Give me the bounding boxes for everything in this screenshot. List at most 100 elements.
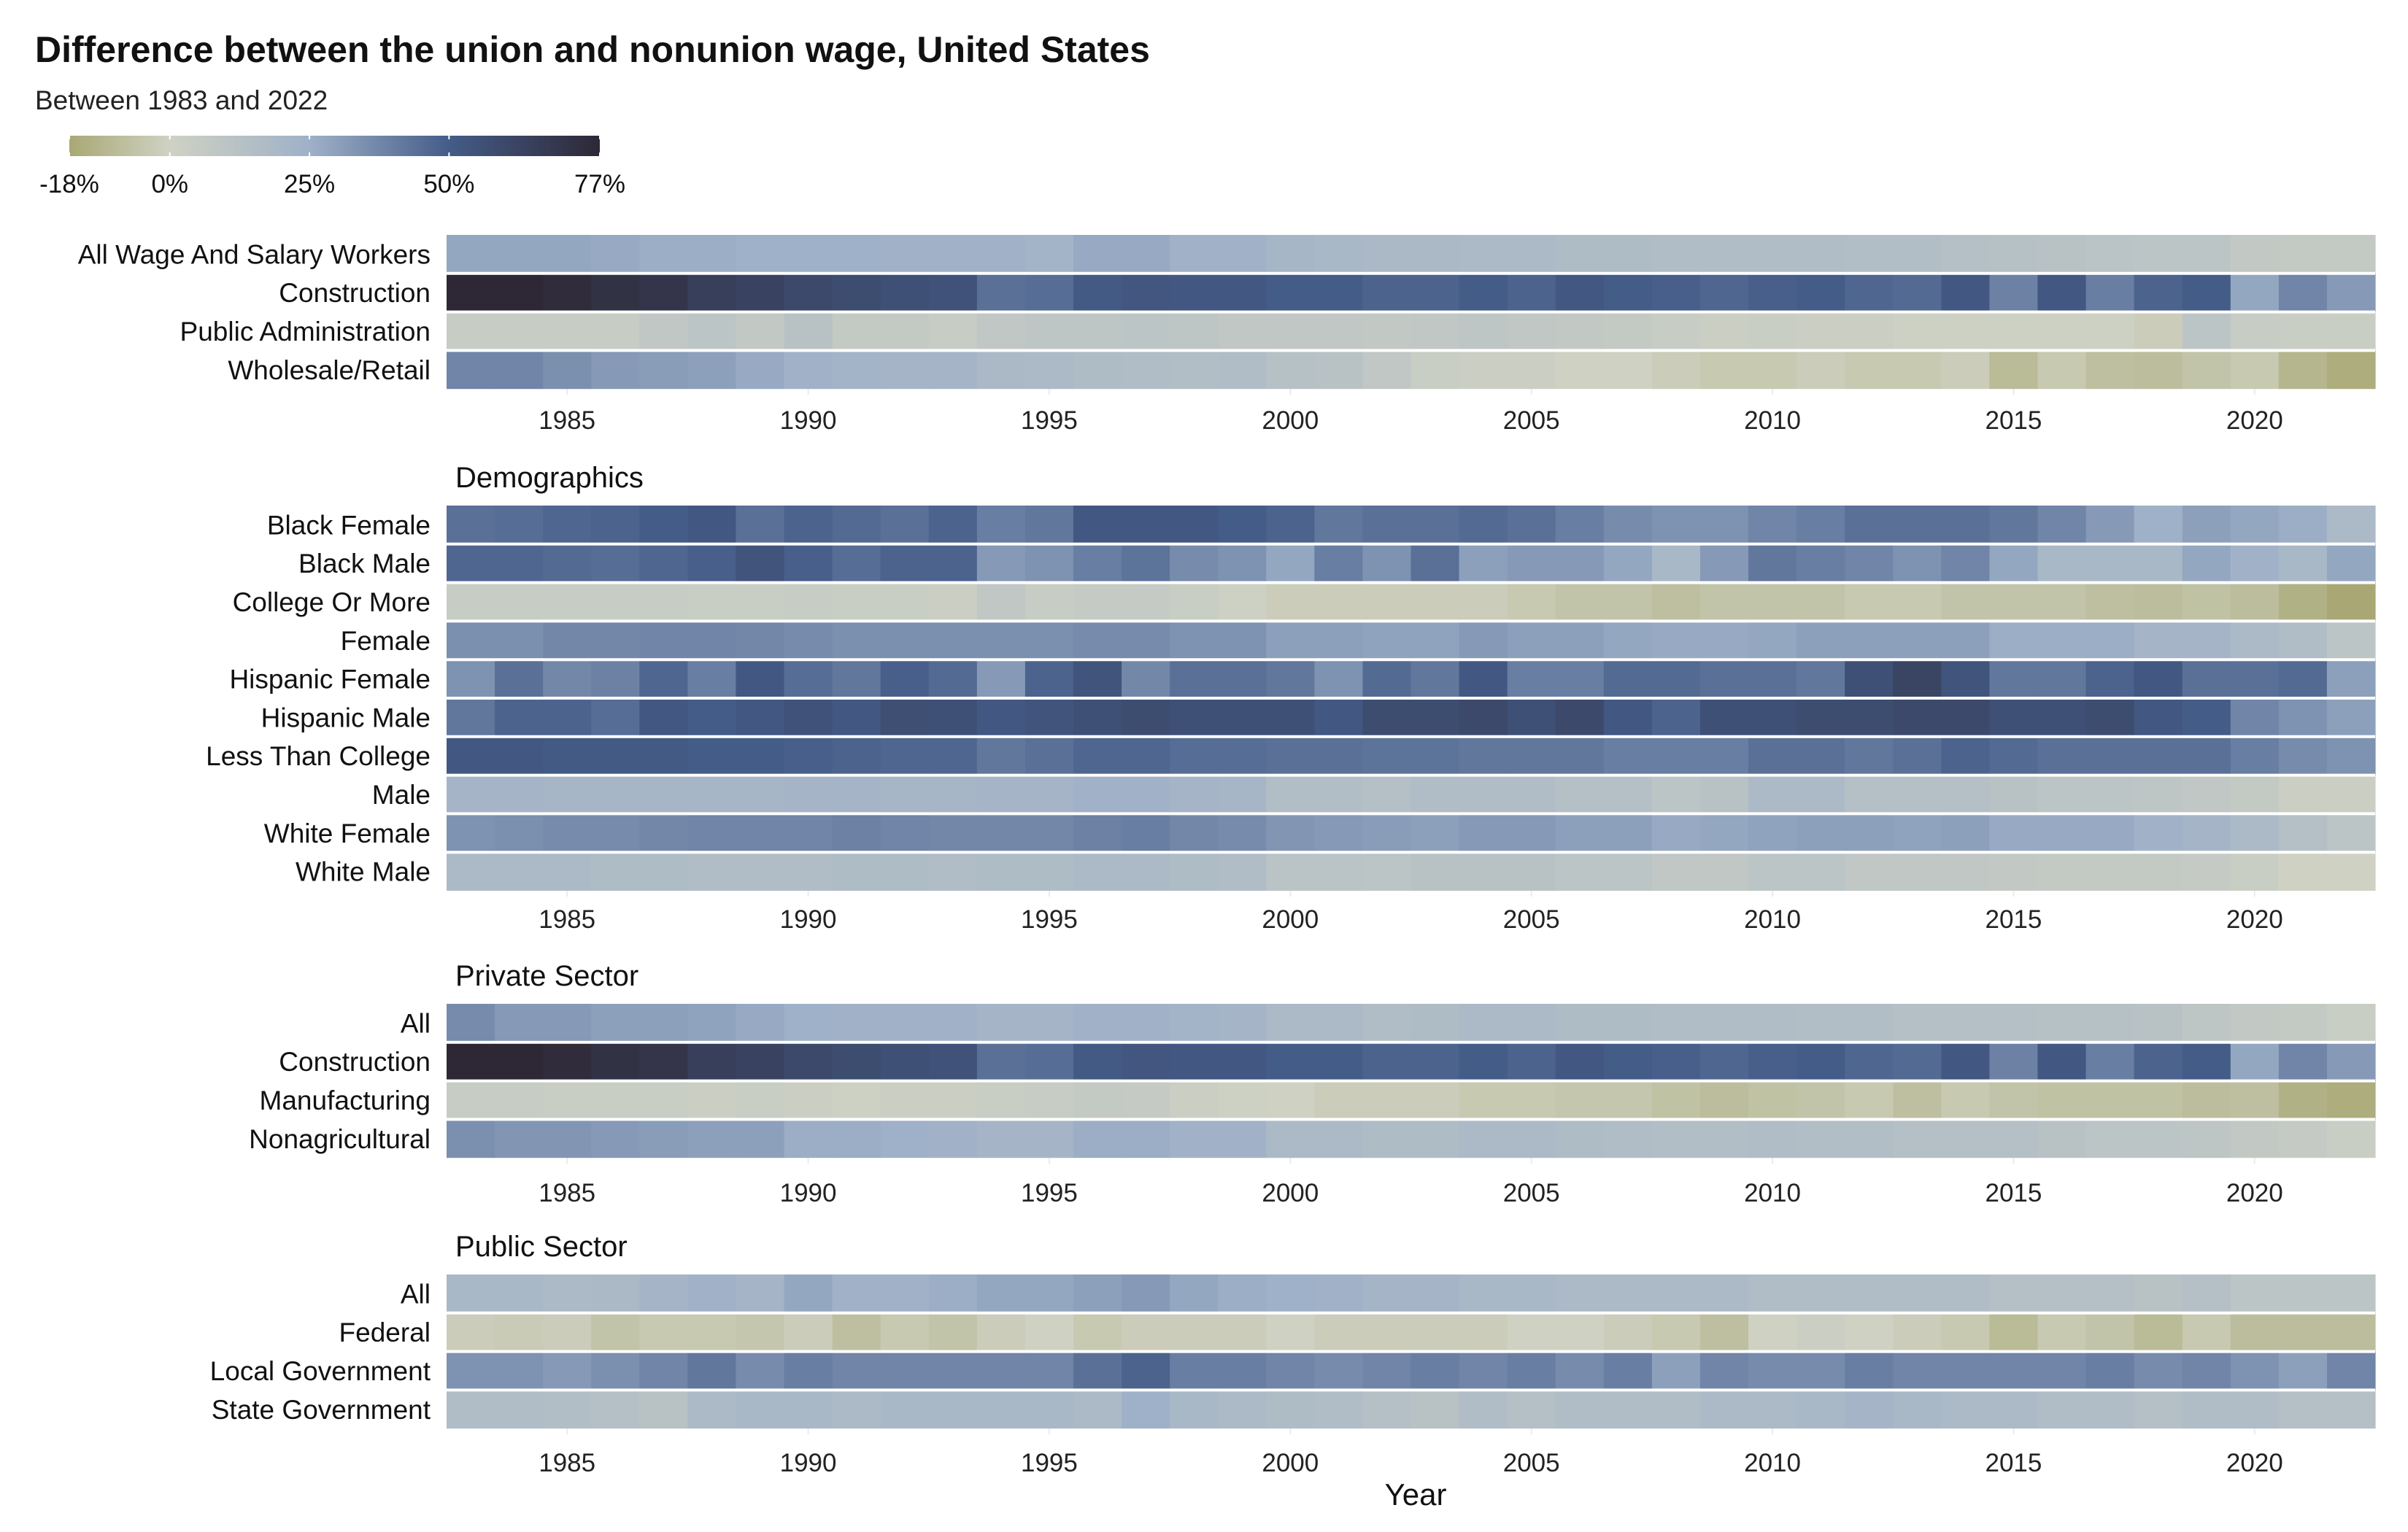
heatmap-cell [1459,736,1508,775]
heatmap-cell [447,235,495,274]
heatmap-cell [2230,543,2280,583]
heatmap-cell [1362,506,1412,544]
heatmap-cell [1651,350,1701,390]
heatmap-cell [880,852,930,891]
heatmap-cell [1459,1004,1508,1042]
heatmap-cell [1507,813,1556,853]
heatmap-cell [1459,1312,1508,1352]
heatmap-cell [784,235,833,274]
heatmap-cell [1362,1080,1412,1120]
heatmap-cell [1699,1274,1749,1313]
heatmap-cell [1603,1274,1653,1313]
heatmap-cell [2037,698,2087,737]
heatmap-cell [1170,1080,1219,1120]
heatmap-cell [1699,1351,1749,1390]
heatmap-cell [1699,1004,1749,1042]
heatmap-cell [1411,1390,1460,1429]
heatmap-cell [2230,1312,2280,1352]
heatmap-cell [1122,621,1170,660]
heatmap-cell [2278,312,2328,351]
heatmap-cell [1024,543,1074,583]
heatmap-cell [1555,813,1605,853]
heatmap-cell [1170,775,1219,814]
heatmap-cell [1699,582,1749,622]
heatmap-cell [1699,1312,1749,1352]
x-tick-label: 2005 [1503,905,1560,934]
heatmap-cell [1122,736,1170,775]
heatmap-cell [1699,312,1749,351]
heatmap-cell [1411,852,1460,891]
heatmap-cell [1845,775,1894,814]
heatmap-cell [1893,621,1942,660]
heatmap-cell [976,736,1026,775]
heatmap-cell [1362,350,1412,390]
heatmap-cell [736,235,785,274]
heatmap-cell [2230,1119,2280,1158]
heatmap-cell [639,1312,688,1352]
heatmap-cell [2278,698,2328,737]
heatmap-cell [2085,698,2135,737]
heatmap-cell [1362,736,1412,775]
heatmap-cell [2134,1080,2183,1120]
heatmap-cell [495,1390,544,1429]
heatmap-cell [1459,813,1508,853]
row-label: White Male [296,857,431,887]
heatmap-cell [543,1004,592,1042]
heatmap-cell [1797,736,1845,775]
heatmap-cell [784,1312,833,1352]
heatmap-cell [880,736,930,775]
heatmap-cell [591,736,640,775]
heatmap-cell [1024,1351,1074,1390]
heatmap-cell [1893,659,1942,698]
x-tick-label: 2020 [2226,1449,2283,1477]
heatmap-cell [2230,350,2280,390]
heatmap-cell [1699,350,1749,390]
heatmap-cell [639,1390,688,1429]
row-label: Black Male [298,549,431,579]
heatmap-cell [832,235,881,274]
heatmap-cell [832,698,881,737]
heatmap-cell [1603,1351,1653,1390]
heatmap-cell [2326,235,2376,274]
heatmap-cell [1024,235,1074,274]
heatmap-cell [2182,813,2231,853]
heatmap-cell [2182,852,2231,891]
heatmap-cell [687,775,737,814]
heatmap-cell [1314,312,1364,351]
heatmap-cell [1651,235,1701,274]
heatmap-cell [1122,506,1170,544]
heatmap-cell [1170,852,1219,891]
heatmap-cell [1266,1390,1315,1429]
heatmap-cell [1362,852,1412,891]
heatmap-cell [1266,736,1315,775]
heatmap-cell [1314,235,1364,274]
heatmap-cell [2085,659,2135,698]
heatmap-cell [1362,582,1412,622]
heatmap-cell [1170,1042,1219,1081]
heatmap-row: White Male [296,851,2376,891]
heatmap-cell [1362,273,1412,312]
heatmap-cell [1024,506,1074,544]
heatmap-cell [2085,543,2135,583]
heatmap-cell [1411,813,1460,853]
heatmap-cell [1748,235,1797,274]
heatmap-cell [1603,1312,1653,1352]
heatmap-cell [1122,813,1170,853]
legend-tick-label: 77% [574,170,625,198]
x-tick-label: 1995 [1021,1449,1078,1477]
heatmap-cell [1989,1312,2039,1352]
heatmap-row: Female [341,619,2376,660]
heatmap-cell [591,506,640,544]
heatmap-cell [832,621,881,660]
heatmap-cell [1073,1042,1122,1081]
heatmap-cell [591,1042,640,1081]
heatmap-cell [1218,659,1267,698]
heatmap-cell [1941,698,1990,737]
heatmap-cell [1555,350,1605,390]
row-label: All [401,1008,431,1038]
heatmap-cell [495,1312,544,1352]
heatmap-cell [1314,852,1364,891]
heatmap-cell [2085,813,2135,853]
heatmap-cell [1411,1119,1460,1158]
row-label: All Wage And Salary Workers [78,239,431,269]
